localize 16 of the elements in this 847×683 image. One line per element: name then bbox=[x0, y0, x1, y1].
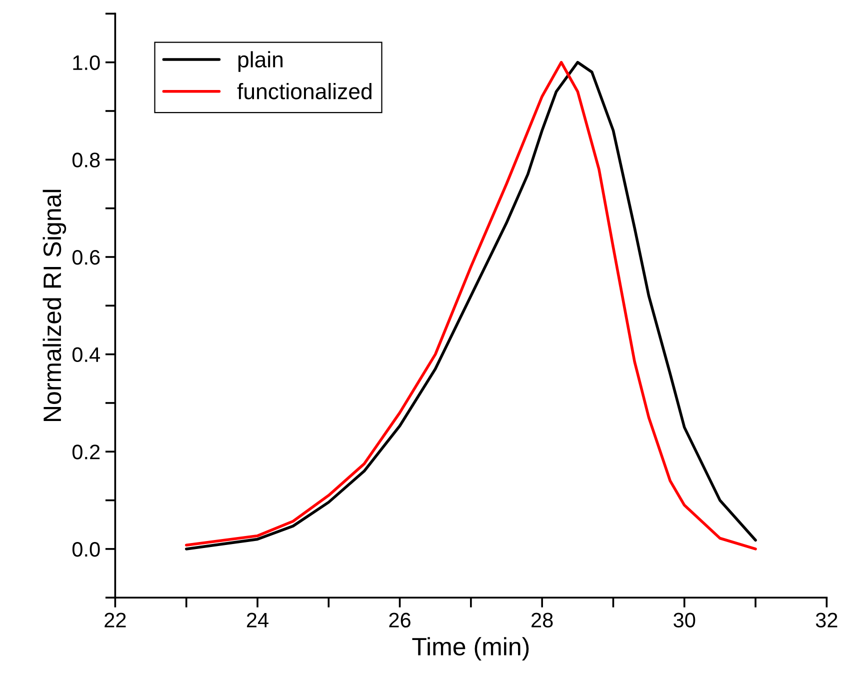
y-tick-label: 1.0 bbox=[73, 55, 100, 70]
legend-label: plain bbox=[238, 51, 282, 72]
x-tick-label: 32 bbox=[816, 612, 838, 628]
y-tick-label: 0.4 bbox=[72, 347, 100, 362]
y-tick-label: 0.0 bbox=[72, 542, 100, 557]
x-tick-label: 26 bbox=[389, 612, 410, 628]
legend-label: functionalized bbox=[237, 83, 372, 100]
x-axis-title: Time (min) bbox=[412, 637, 529, 660]
x-tick-label: 22 bbox=[104, 612, 126, 628]
x-tick-label: 30 bbox=[674, 612, 696, 628]
y-tick-label: 0.8 bbox=[72, 152, 100, 168]
y-tick-label: 0.2 bbox=[72, 444, 100, 460]
x-tick-label: 24 bbox=[246, 612, 268, 628]
x-tick-label: 28 bbox=[532, 612, 553, 628]
y-axis-title: Normalized RI Signal bbox=[42, 190, 66, 421]
y-tick-label: 0.6 bbox=[72, 250, 100, 265]
